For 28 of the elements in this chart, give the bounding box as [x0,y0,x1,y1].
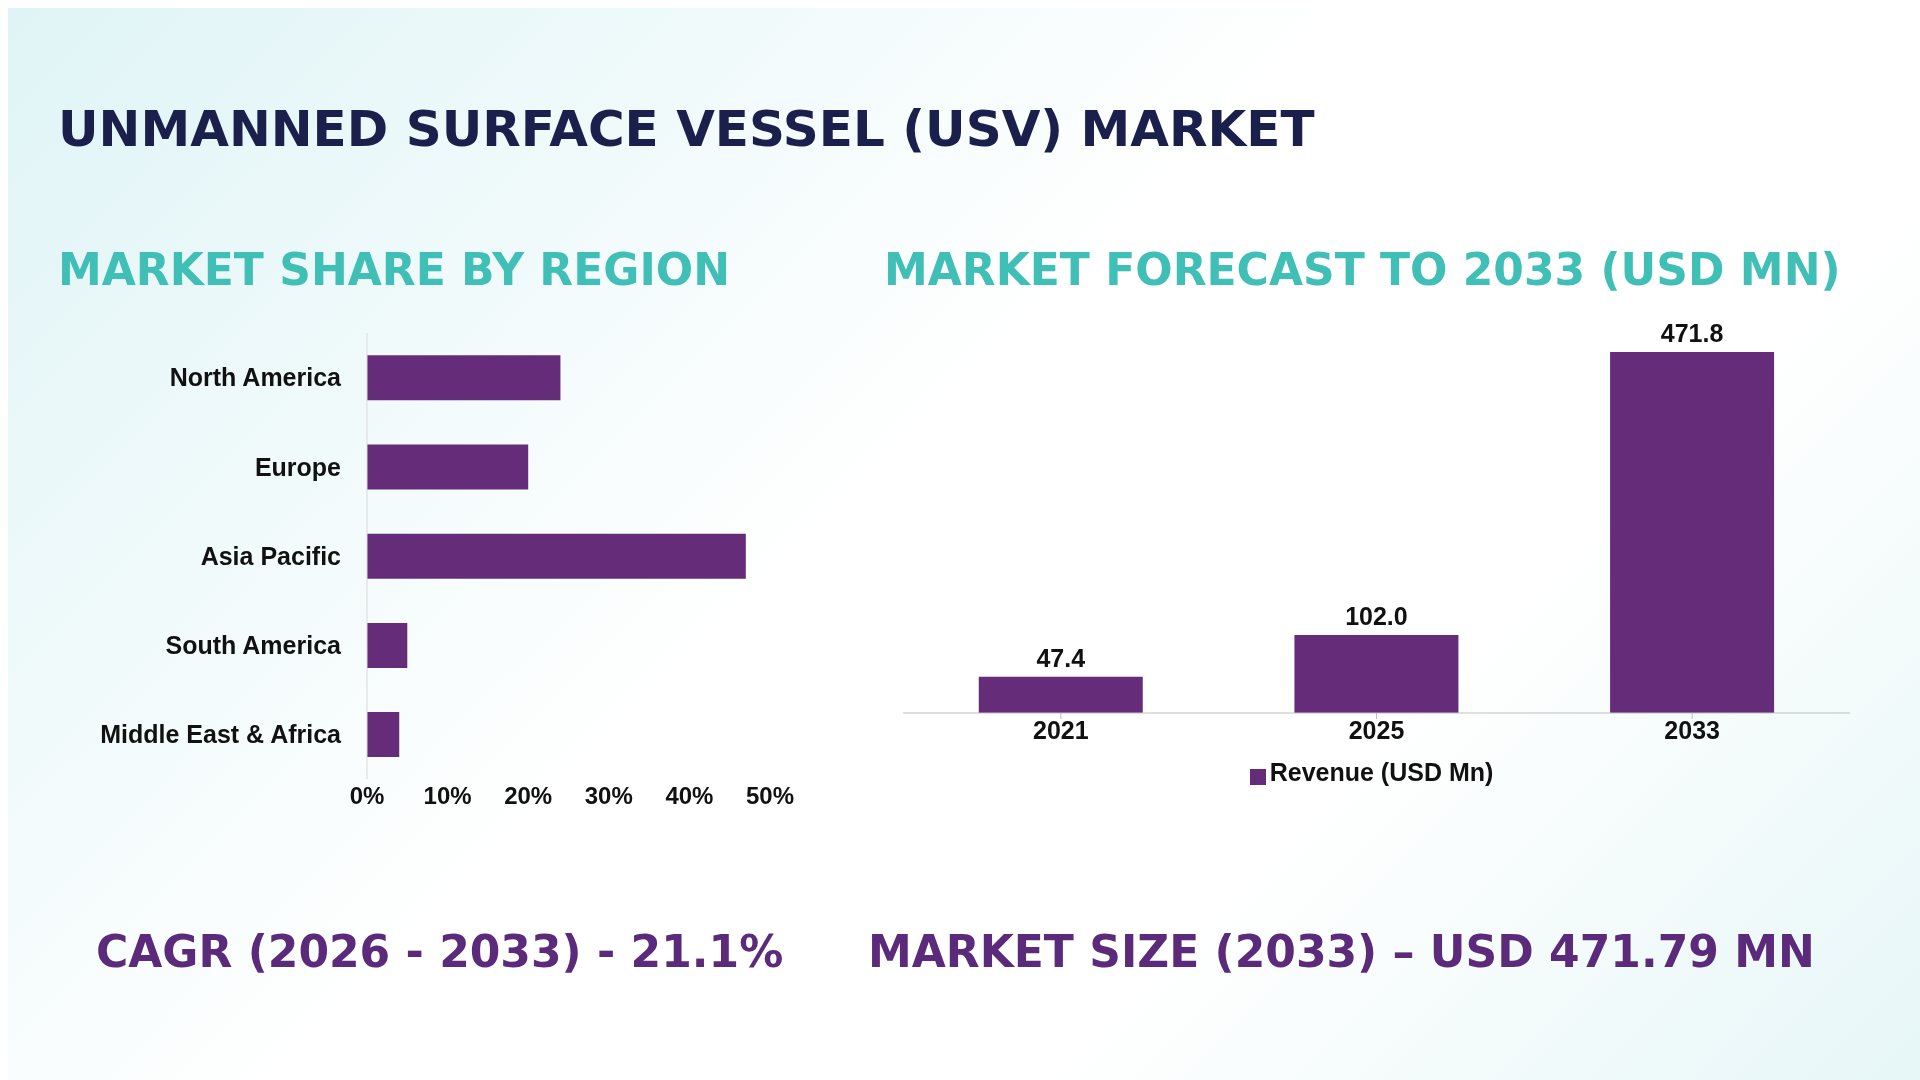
chart-title: MARKET FORECAST TO 2033 (USD MN) [884,244,1841,295]
x-tick-label: 50% [745,782,795,810]
x-tick-label: 40% [665,782,714,810]
bar [367,533,746,579]
text: MARKET SIZE (2033) – USD 471.79 MN [868,926,1815,977]
data-label: 47.4 [1036,643,1086,672]
x-tick-label: 2021 [1033,715,1089,744]
bar [367,444,529,490]
x-tick-label: 2033 [1664,715,1720,744]
legend-label: Revenue (USD Mn) [1269,758,1494,786]
data-label: 471.8 [1660,319,1724,347]
bar [367,712,400,758]
data-label: 102.0 [1345,601,1408,630]
x-tick-label: 30% [584,782,633,810]
x-tick-label: 0% [349,782,385,810]
y-tick-label: Asia Pacific [200,541,342,570]
chart-title: UNMANNED SURFACE VESSEL (USV) MARKET [58,100,1315,158]
x-tick-label: 20% [504,782,553,810]
bar [367,622,408,668]
x-tick-label: 10% [423,782,472,810]
y-tick-label: North America [169,363,343,392]
chart-subtitle: MARKET SHARE BY REGION [58,244,730,295]
x-tick-label: 2025 [1348,715,1405,744]
y-tick-label: Middle East & Africa [100,720,343,749]
text: CAGR (2026 - 2033) - 21.1% [96,926,784,977]
bar [367,355,561,401]
y-tick-label: Europe [254,452,342,481]
y-tick-label: South America [165,631,343,660]
